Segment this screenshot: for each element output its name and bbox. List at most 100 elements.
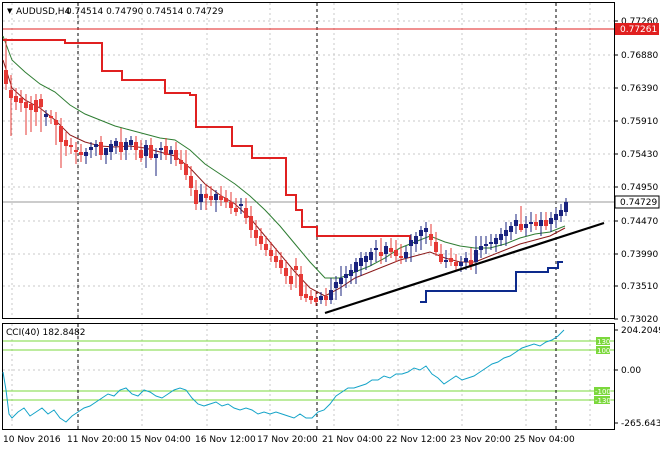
candle-body bbox=[399, 256, 403, 258]
candle-body bbox=[404, 252, 408, 258]
candle-body bbox=[449, 258, 453, 262]
candle-body bbox=[54, 120, 58, 125]
candle-body bbox=[209, 196, 213, 200]
candle-body bbox=[154, 154, 158, 158]
candle-body bbox=[344, 274, 348, 278]
candle-body bbox=[379, 252, 383, 256]
price-tick: 0.76880 bbox=[621, 51, 658, 61]
candle-body bbox=[24, 102, 28, 108]
candle-body bbox=[269, 250, 273, 256]
candle-body bbox=[549, 218, 553, 224]
indicator-panel[interactable] bbox=[2, 323, 615, 430]
candle-body bbox=[14, 96, 18, 102]
price-tick: 0.73510 bbox=[621, 282, 658, 292]
candle-body bbox=[339, 278, 343, 284]
candle-body bbox=[279, 260, 283, 268]
candle-body bbox=[124, 142, 128, 150]
candle-body bbox=[9, 90, 13, 98]
candle-body bbox=[34, 100, 38, 112]
candle-body bbox=[354, 262, 358, 272]
price-tick: 0.74470 bbox=[621, 217, 658, 227]
candle-body bbox=[529, 222, 533, 224]
svg-text:-130: -130 bbox=[595, 397, 611, 405]
candle-body bbox=[264, 244, 268, 250]
candle-body bbox=[229, 202, 233, 208]
price-axis: 0.77260 0.76880 0.76390 0.75910 0.75430 … bbox=[614, 17, 658, 325]
candle-body bbox=[179, 160, 183, 164]
candle-body bbox=[524, 224, 528, 228]
candle-body bbox=[409, 240, 413, 246]
candle-body bbox=[304, 294, 308, 298]
candle-body bbox=[89, 147, 93, 150]
candle-body bbox=[319, 296, 323, 300]
candle-body bbox=[189, 176, 193, 188]
ohlc-values: 0.74514 0.74790 0.74514 0.74729 bbox=[66, 7, 224, 17]
candle-body bbox=[364, 256, 368, 262]
candle-body bbox=[234, 208, 238, 212]
candle-body bbox=[289, 276, 293, 284]
candlesticks bbox=[4, 38, 568, 306]
symbol-timeframe: AUDUSD,H4 bbox=[16, 7, 71, 17]
candle-body bbox=[469, 260, 473, 266]
candle-body bbox=[539, 220, 543, 226]
candle-body bbox=[69, 145, 73, 147]
symbol-dropdown-arrow[interactable]: ▼ bbox=[7, 7, 13, 15]
candle-body bbox=[414, 236, 418, 244]
candle-body bbox=[504, 230, 508, 236]
candle-body bbox=[164, 146, 168, 155]
candle-body bbox=[199, 194, 203, 202]
candle-body bbox=[114, 141, 118, 146]
time-tick: 25 Nov 04:00 bbox=[514, 435, 575, 445]
candle-body bbox=[274, 256, 278, 262]
candle-body bbox=[314, 298, 318, 302]
candle-body bbox=[384, 246, 388, 254]
stop-lines bbox=[3, 39, 563, 303]
candle-body bbox=[479, 246, 483, 250]
cci-tick: -265.643 bbox=[621, 419, 660, 429]
candle-body bbox=[464, 258, 468, 262]
candle-body bbox=[329, 290, 333, 300]
time-tick: 17 Nov 20:00 bbox=[257, 435, 318, 445]
candle-body bbox=[244, 208, 248, 218]
candle-body bbox=[109, 144, 113, 152]
support-trendline[interactable] bbox=[324, 221, 605, 315]
cci-tick: 204.2049 bbox=[621, 326, 660, 336]
time-tick: 15 Nov 04:00 bbox=[130, 435, 191, 445]
candle-body bbox=[99, 142, 103, 155]
candle-body bbox=[284, 268, 288, 276]
ma-slow-line bbox=[2, 35, 566, 279]
candle-body bbox=[214, 194, 218, 200]
price-tick: 0.75910 bbox=[621, 117, 658, 127]
candle-body bbox=[139, 150, 143, 158]
cci-polyline bbox=[2, 329, 565, 423]
candle-body bbox=[544, 220, 548, 226]
candle-body bbox=[334, 282, 338, 288]
candle-body bbox=[389, 248, 393, 252]
candle-body bbox=[484, 244, 488, 246]
candle-body bbox=[194, 190, 198, 204]
candle-body bbox=[149, 145, 153, 158]
candle-body bbox=[434, 242, 438, 252]
red-level-tag: 0.77261 bbox=[615, 23, 659, 35]
candle-body bbox=[134, 142, 138, 150]
candle-body bbox=[79, 152, 83, 155]
candle-body bbox=[94, 144, 98, 147]
candle-body bbox=[204, 194, 208, 198]
candle-body bbox=[169, 150, 173, 154]
candle-body bbox=[104, 148, 108, 155]
candle-body bbox=[4, 70, 8, 84]
candle-body bbox=[499, 234, 503, 240]
cci-tick: 0.00 bbox=[621, 366, 641, 376]
candle-body bbox=[514, 220, 518, 226]
price-tick: 0.75430 bbox=[621, 150, 658, 160]
candle-body bbox=[459, 262, 463, 266]
candle-body bbox=[29, 104, 33, 110]
candle-body bbox=[554, 214, 558, 220]
price-tick: 0.76390 bbox=[621, 84, 658, 94]
svg-text:130: 130 bbox=[597, 338, 610, 346]
candle-body bbox=[559, 210, 563, 216]
candle-body bbox=[494, 238, 498, 244]
candle-body bbox=[174, 150, 178, 160]
time-axis: 10 Nov 2016 11 Nov 20:00 15 Nov 04:00 16… bbox=[3, 435, 575, 445]
